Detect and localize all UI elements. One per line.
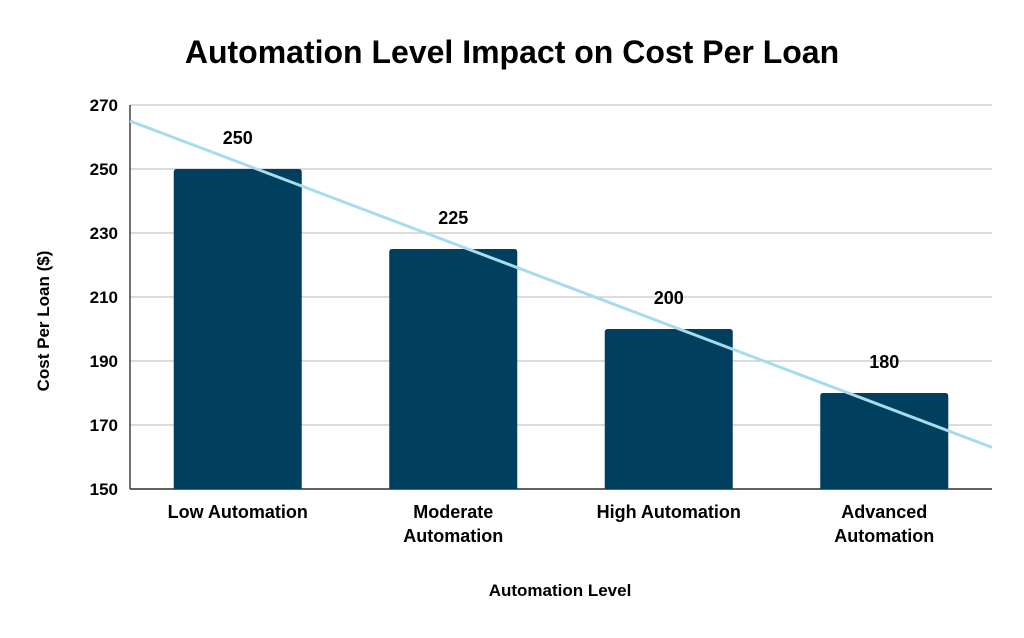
data-label: 250	[223, 128, 253, 148]
data-label: 225	[438, 208, 468, 228]
y-tick-label: 210	[90, 288, 118, 307]
data-labels: 250 225 200 180	[223, 128, 900, 372]
bar	[173, 169, 302, 489]
y-tick-label: 150	[90, 480, 118, 499]
x-tick-label: High Automation	[597, 502, 741, 522]
x-axis-categories: Low Automation Moderate Automation High Aut…	[168, 502, 935, 546]
y-tick-label: 270	[90, 96, 118, 115]
data-label: 200	[654, 288, 684, 308]
bar	[820, 393, 949, 489]
trendline	[129, 119, 993, 449]
x-tick-label: Advanced Automation	[834, 502, 934, 546]
bar	[604, 329, 733, 489]
trendline-layer	[129, 119, 993, 449]
y-tick-label: 190	[90, 352, 118, 371]
y-tick-label: 250	[90, 160, 118, 179]
y-tick-label: 170	[90, 416, 118, 435]
bars	[173, 169, 949, 489]
x-tick-label: Moderate Automation	[403, 502, 503, 546]
data-label: 180	[869, 352, 899, 372]
x-tick-label: Low Automation	[168, 502, 308, 522]
bar	[389, 249, 518, 489]
y-axis-label: Cost Per Loan ($)	[34, 251, 53, 392]
chart-title: Automation Level Impact on Cost Per Loan	[185, 34, 839, 70]
y-axis-ticks: 150 170 190 210 230 250 270	[90, 96, 118, 499]
y-tick-label: 230	[90, 224, 118, 243]
x-axis-label: Automation Level	[489, 581, 632, 600]
